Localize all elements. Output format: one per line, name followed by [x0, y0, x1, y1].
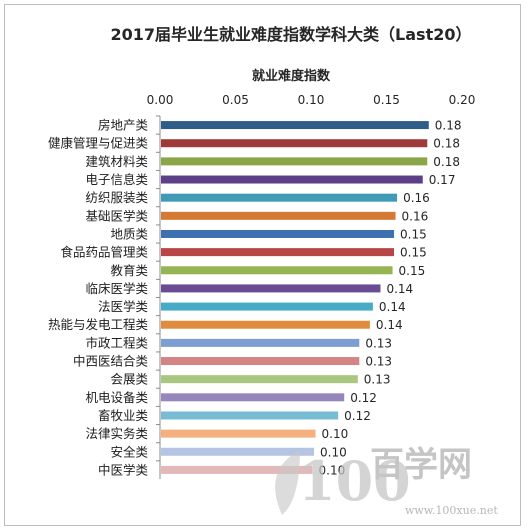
data-label: 0.13 — [365, 336, 392, 350]
bars — [161, 121, 429, 474]
data-label: 0.16 — [402, 209, 429, 223]
bar — [161, 248, 395, 257]
category-label: 电子信息类 — [85, 172, 148, 187]
category-label: 教育类 — [110, 263, 148, 278]
category-label: 会展类 — [110, 372, 148, 387]
category-label: 建筑材料类 — [85, 154, 148, 169]
bar — [161, 338, 360, 347]
x-tick-label: 0.20 — [449, 93, 476, 107]
data-label: 0.18 — [433, 137, 460, 151]
data-label: 0.15 — [400, 227, 427, 241]
bar — [161, 175, 423, 184]
category-label: 中西医结合类 — [73, 354, 149, 369]
category-label: 健康管理与促进类 — [48, 136, 149, 151]
category-label: 食品药品管理类 — [60, 245, 148, 260]
bar — [161, 266, 393, 275]
watermark-logo-number: 100 — [298, 449, 411, 513]
data-label: 0.12 — [350, 391, 377, 405]
category-label: 地质类 — [110, 226, 148, 241]
bar — [161, 193, 398, 202]
chart-title: 2017届毕业生就业难度指数学科大类（Last20） — [111, 25, 472, 44]
bar — [161, 393, 345, 402]
category-label: 畜牧业类 — [98, 408, 149, 423]
watermark-logo: 100 — [275, 449, 411, 515]
data-label: 0.13 — [364, 373, 391, 387]
watermark-name: 百学网 — [370, 445, 472, 485]
bar — [161, 284, 381, 293]
data-label: 0.14 — [376, 318, 403, 332]
category-label: 中医学类 — [98, 462, 149, 477]
data-label: 0.18 — [435, 119, 462, 133]
bar — [161, 447, 315, 456]
category-label: 热能与发电工程类 — [48, 317, 149, 332]
data-label: 0.10 — [320, 445, 347, 459]
category-label: 房地产类 — [98, 118, 149, 133]
category-label: 安全类 — [110, 444, 148, 459]
bar — [161, 157, 428, 166]
data-label: 0.13 — [365, 355, 392, 369]
data-label: 0.10 — [319, 463, 346, 477]
bar — [161, 139, 428, 148]
y-axis — [156, 115, 161, 479]
bar — [161, 375, 358, 384]
category-label: 法律实务类 — [85, 426, 148, 441]
data-label: 0.10 — [322, 427, 349, 441]
data-label: 0.18 — [433, 155, 460, 169]
watermark: 100 百学网 www.100xue.net — [275, 445, 498, 517]
bar — [161, 429, 316, 438]
category-label: 纺织服装类 — [85, 190, 148, 205]
x-axis-label: 就业难度指数 — [252, 68, 331, 84]
bar — [161, 211, 396, 220]
x-tick-label: 0.15 — [373, 93, 400, 107]
x-tick-label: 0.00 — [147, 93, 174, 107]
bar — [161, 357, 360, 366]
x-tick-label: 0.05 — [222, 93, 249, 107]
bar — [161, 411, 339, 420]
category-label: 基础医学类 — [85, 208, 148, 223]
data-label: 0.12 — [344, 409, 371, 423]
bar — [161, 121, 429, 130]
category-label: 机电设备类 — [85, 390, 148, 405]
x-axis-ticks: 0.00 0.05 0.10 0.15 0.20 — [147, 93, 476, 107]
watermark-url: www.100xue.net — [405, 504, 498, 517]
chart-frame — [4, 4, 521, 526]
category-label: 市政工程类 — [85, 335, 148, 350]
bar — [161, 320, 370, 329]
data-label: 0.16 — [403, 191, 430, 205]
bar — [161, 465, 313, 474]
data-label: 0.15 — [400, 246, 427, 260]
data-label: 0.15 — [399, 264, 426, 278]
x-tick-label: 0.10 — [298, 93, 325, 107]
category-label: 法医学类 — [98, 299, 149, 314]
value-labels: 0.18 0.18 0.18 0.17 0.16 0.16 0.15 0.15 0.15 0.14… — [319, 119, 462, 478]
bar — [161, 302, 373, 311]
data-label: 0.17 — [429, 173, 456, 187]
data-label: 0.14 — [379, 300, 406, 314]
category-labels: 房地产类健康管理与促进类建筑材料类电子信息类纺织服装类基础医学类地质类食品药品管… — [48, 118, 149, 478]
bar — [161, 229, 395, 238]
data-label: 0.14 — [386, 282, 413, 296]
category-label: 临床医学类 — [85, 281, 148, 296]
